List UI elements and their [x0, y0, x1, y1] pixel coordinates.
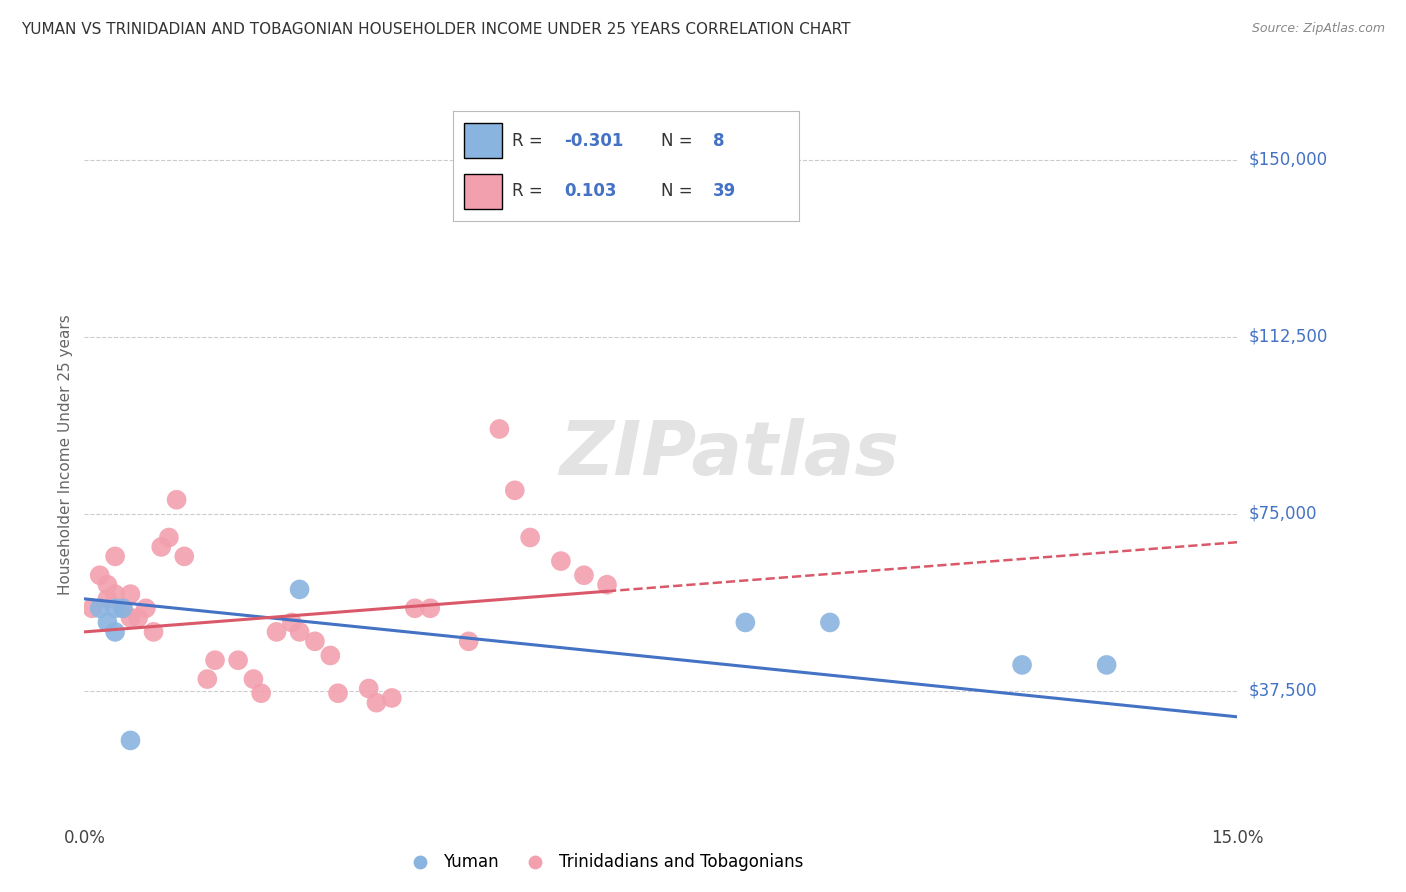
Point	[381, 690, 404, 705]
Text: Source: ZipAtlas.com: Source: ZipAtlas.com	[1251, 22, 1385, 36]
Text: 0.103: 0.103	[564, 182, 616, 200]
Text: -0.301: -0.301	[564, 132, 623, 150]
Point	[96, 577, 118, 591]
Point	[226, 653, 249, 667]
Point	[111, 601, 134, 615]
Point	[96, 591, 118, 606]
Point	[818, 615, 841, 630]
Point	[266, 624, 288, 639]
Point	[120, 733, 142, 747]
Point	[488, 422, 510, 436]
Text: R =: R =	[512, 182, 543, 200]
Point	[104, 549, 127, 564]
Point	[104, 624, 127, 639]
Point	[1095, 657, 1118, 672]
Point	[304, 634, 326, 648]
Text: YUMAN VS TRINIDADIAN AND TOBAGONIAN HOUSEHOLDER INCOME UNDER 25 YEARS CORRELATIO: YUMAN VS TRINIDADIAN AND TOBAGONIAN HOUS…	[21, 22, 851, 37]
Point	[357, 681, 380, 696]
Legend: Yuman, Trinidadians and Tobagonians: Yuman, Trinidadians and Tobagonians	[396, 847, 810, 878]
Point	[1011, 657, 1033, 672]
Point	[419, 601, 441, 615]
Text: N =: N =	[661, 132, 692, 150]
Point	[288, 582, 311, 597]
Point	[550, 554, 572, 568]
Point	[457, 634, 479, 648]
Point	[288, 624, 311, 639]
FancyBboxPatch shape	[464, 123, 502, 158]
Point	[281, 615, 304, 630]
Point	[135, 601, 157, 615]
Point	[111, 601, 134, 615]
Point	[96, 615, 118, 630]
Point	[104, 601, 127, 615]
Point	[204, 653, 226, 667]
Y-axis label: Householder Income Under 25 years: Householder Income Under 25 years	[58, 315, 73, 595]
Point	[366, 696, 388, 710]
Point	[80, 601, 103, 615]
Point	[326, 686, 349, 700]
Point	[195, 672, 218, 686]
Point	[519, 531, 541, 545]
Point	[250, 686, 273, 700]
Point	[404, 601, 426, 615]
Text: $112,500: $112,500	[1249, 328, 1327, 346]
Text: $75,000: $75,000	[1249, 505, 1317, 523]
Point	[503, 483, 526, 498]
Point	[572, 568, 595, 582]
Text: R =: R =	[512, 132, 543, 150]
Point	[242, 672, 264, 686]
Text: $37,500: $37,500	[1249, 681, 1317, 700]
Text: ZIPatlas: ZIPatlas	[560, 418, 900, 491]
Text: N =: N =	[661, 182, 692, 200]
Point	[734, 615, 756, 630]
Point	[173, 549, 195, 564]
FancyBboxPatch shape	[464, 174, 502, 209]
Point	[166, 492, 188, 507]
Point	[157, 531, 180, 545]
Point	[127, 611, 149, 625]
Point	[120, 611, 142, 625]
Point	[104, 587, 127, 601]
Point	[89, 568, 111, 582]
Text: 39: 39	[713, 182, 735, 200]
Point	[596, 577, 619, 591]
Point	[142, 624, 165, 639]
Text: $150,000: $150,000	[1249, 151, 1327, 169]
Point	[150, 540, 173, 554]
Point	[89, 601, 111, 615]
Text: 8: 8	[713, 132, 724, 150]
Point	[319, 648, 342, 663]
Point	[120, 587, 142, 601]
